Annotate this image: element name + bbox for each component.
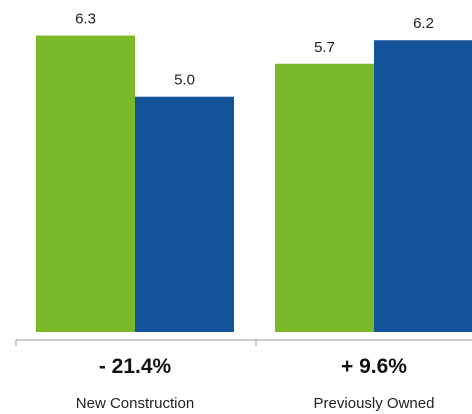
change-label-1: - 21.4% xyxy=(99,355,172,378)
category-label-2: Previously Owned xyxy=(314,395,435,412)
bar-2-2 xyxy=(374,40,472,333)
value-label-2-2: 6.2 xyxy=(413,15,434,32)
value-label-2-1: 5.7 xyxy=(314,39,335,56)
bar-1-2 xyxy=(135,96,234,332)
bar-2-1 xyxy=(275,63,374,333)
labels-layer: 6.3 5.0 5.7 6.2 - 21.4% New Construction + 9.6… xyxy=(75,11,434,412)
bar-1-1 xyxy=(36,35,135,332)
value-label-1-1: 6.3 xyxy=(75,11,96,28)
bars-layer xyxy=(36,35,472,333)
value-label-1-2: 5.0 xyxy=(174,72,195,89)
category-label-1: New Construction xyxy=(76,395,194,412)
axis-layer xyxy=(15,339,472,346)
change-label-2: + 9.6% xyxy=(341,355,407,378)
